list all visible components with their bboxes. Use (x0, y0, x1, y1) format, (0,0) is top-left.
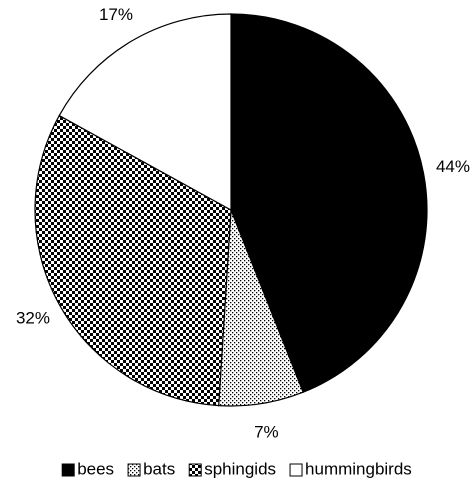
legend-label: hummingbirds (305, 459, 412, 478)
legend-swatch (188, 463, 202, 477)
slice-label: 7% (254, 423, 279, 442)
legend-swatch (127, 463, 141, 477)
legend-swatch (61, 463, 75, 477)
pie-slice (58, 13, 232, 212)
pie-slice (34, 114, 232, 407)
legend-swatch (289, 463, 303, 477)
legend-label: sphingids (204, 459, 276, 478)
slice-label: 32% (16, 308, 50, 327)
legend-label: bees (77, 459, 114, 478)
slice-label: 17% (99, 5, 133, 24)
pie-slice (230, 13, 428, 394)
slice-label: 44% (436, 157, 470, 176)
legend-label: bats (143, 459, 175, 478)
